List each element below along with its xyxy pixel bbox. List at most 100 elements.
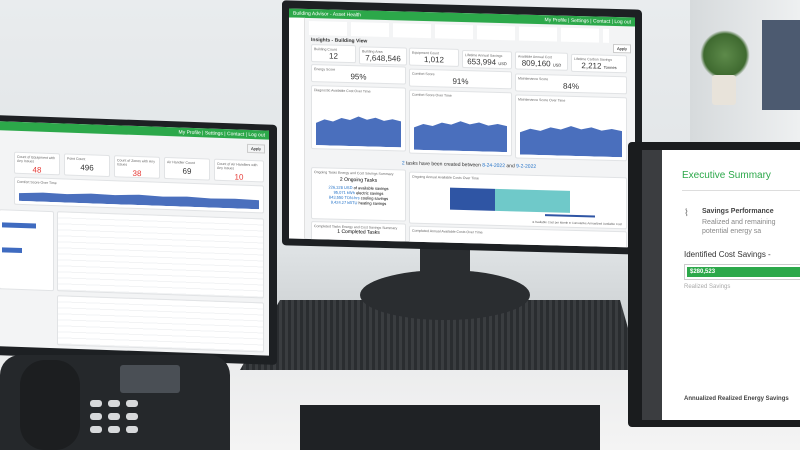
phone-handset bbox=[20, 360, 80, 450]
phone-key bbox=[126, 400, 138, 407]
link-logout[interactable]: Log out bbox=[248, 131, 265, 139]
kpi-value: 38 bbox=[132, 168, 142, 179]
bar-available-cost-2 bbox=[545, 214, 595, 218]
app-title: Building Advisor - Asset Health bbox=[293, 10, 362, 18]
phone-key bbox=[126, 413, 138, 420]
section-title: Savings Performance bbox=[702, 208, 774, 215]
kpi-card: Count of Zones with Any Issues 38 bbox=[114, 155, 160, 179]
left-apply-button[interactable]: Apply bbox=[246, 143, 265, 154]
kpi-card: Equipment Count 1,012 bbox=[409, 47, 459, 68]
phone-key bbox=[90, 413, 102, 420]
center-monitor: Building Advisor - Asset Health My Profi… bbox=[282, 0, 642, 255]
savings-bar-fill: $280,523 bbox=[687, 267, 800, 277]
kpi-value: 48 bbox=[32, 165, 42, 175]
kpi-value: 1,012 bbox=[423, 55, 445, 65]
start-date[interactable]: 8-24-2022 bbox=[482, 162, 505, 170]
trend-icon: ⌇ bbox=[684, 208, 689, 219]
savings-bar: $280,523 bbox=[684, 264, 800, 280]
link-settings[interactable]: Settings bbox=[570, 17, 589, 24]
bar-title: Identified Cost Savings - bbox=[684, 250, 771, 259]
bar-cumulative-cost bbox=[495, 188, 570, 213]
kpi-value: 69 bbox=[182, 166, 192, 176]
kpi-label: Count of Equipment with Any Issues bbox=[17, 154, 56, 164]
score-value: 95% bbox=[350, 72, 367, 82]
line-chart: Diagnostic Available Cost Over Time bbox=[311, 85, 406, 152]
plant-pot bbox=[712, 75, 736, 105]
kpi-value: 809,160 USD bbox=[521, 58, 562, 69]
center-screen: Building Advisor - Asset Health My Profi… bbox=[289, 8, 635, 248]
score-card: Comfort Score 91% bbox=[409, 68, 512, 90]
chart-legend: ● Available Cost per Month ● Cumulative … bbox=[532, 219, 622, 227]
chart-title: Diagnostic Available Cost Over Time bbox=[314, 88, 371, 94]
left-monitor: My Profile | Settings | Contact | Log ou… bbox=[0, 115, 277, 365]
completed-chart: Completed Annual Available Costs Over Ti… bbox=[409, 225, 627, 248]
ongoing-summary: Ongoing Tasks Energy and Cost Savings Su… bbox=[311, 167, 406, 222]
plant bbox=[700, 30, 750, 80]
chart-title: Comfort Score Over Time bbox=[412, 92, 452, 98]
kpi-value: 496 bbox=[80, 163, 94, 173]
kpi-value: 12 bbox=[329, 51, 338, 61]
ongoing-count: 2 Ongoing Tasks bbox=[339, 176, 378, 184]
kpi-label: Count of Air Handlers with Any Issues bbox=[217, 161, 258, 171]
keyboard bbox=[300, 405, 600, 450]
executive-summary-title: Executive Summary bbox=[682, 170, 771, 181]
phone-display bbox=[120, 365, 180, 393]
phone-key bbox=[90, 400, 102, 407]
kpi-label: Point Count bbox=[67, 156, 86, 162]
link-contact[interactable]: Contact bbox=[227, 130, 245, 138]
line-chart: Comfort Score Over Time bbox=[409, 89, 512, 157]
issues-table bbox=[57, 211, 264, 299]
kpi-label: Count of Zones with Any Issues bbox=[117, 158, 155, 167]
apply-button[interactable]: Apply bbox=[612, 43, 631, 54]
score-value: 91% bbox=[452, 76, 469, 87]
kpi-card: Lifetime Carbon Savings 2,212 Tonnes bbox=[571, 53, 627, 74]
phone-key bbox=[108, 426, 120, 433]
line-chart: Maintenance Score Over Time bbox=[515, 94, 627, 162]
kpi-card: Count of Air Handlers with Any Issues 10 bbox=[214, 158, 264, 183]
chart-title: Completed Annual Available Costs Over Ti… bbox=[412, 228, 483, 235]
link-profile[interactable]: My Profile bbox=[544, 16, 567, 24]
left-top-links[interactable]: My Profile | Settings | Contact | Log ou… bbox=[178, 128, 265, 139]
kpi-value: 2,212 Tonnes bbox=[581, 61, 617, 71]
center-top-links[interactable]: My Profile | Settings | Contact | Log ou… bbox=[544, 16, 631, 25]
ongoing-chart: Ongoing Annual Available Costs Over Time… bbox=[409, 171, 627, 230]
footer-title: Annualized Realized Energy Savings bbox=[684, 396, 789, 402]
zones-table bbox=[57, 295, 264, 353]
phone-key bbox=[108, 400, 120, 407]
left-bar-panel bbox=[0, 209, 54, 292]
kpi-card: Building Count 12 bbox=[311, 44, 356, 64]
score-value: 84% bbox=[562, 81, 579, 92]
phone-key bbox=[90, 426, 102, 433]
link-settings[interactable]: Settings bbox=[204, 129, 223, 137]
left-screen: My Profile | Settings | Contact | Log ou… bbox=[0, 121, 269, 356]
chart-title: Maintenance Score Over Time bbox=[518, 97, 566, 103]
kpi-value: 653,994 USD bbox=[467, 56, 507, 67]
side-nav[interactable] bbox=[289, 17, 305, 239]
kpi-card: Point Count 496 bbox=[64, 153, 110, 178]
phone-key bbox=[108, 413, 120, 420]
score-card: Maintenance Score 84% bbox=[515, 73, 627, 95]
link-contact[interactable]: Contact bbox=[593, 17, 611, 25]
kpi-card: Available Annual Cost 809,160 USD bbox=[515, 51, 568, 72]
completed-summary: Completed Tasks Energy and Cost Savings … bbox=[311, 221, 406, 244]
kpi-card: Air Handler Count 69 bbox=[164, 156, 210, 181]
bar-caption: Realized Savings bbox=[684, 284, 731, 290]
left-topbar: My Profile | Settings | Contact | Log ou… bbox=[0, 121, 269, 140]
phone-key bbox=[126, 426, 138, 433]
kpi-value: 10 bbox=[234, 172, 244, 182]
section-desc: Realized and remaining potential energy … bbox=[702, 219, 776, 235]
end-date[interactable]: 9-2-2022 bbox=[516, 163, 537, 170]
chart-title: Comfort Score Over Time bbox=[17, 179, 57, 186]
kpi-label: Air Handler Count bbox=[167, 160, 195, 166]
link-profile[interactable]: My Profile bbox=[178, 128, 201, 136]
comfort-chart: Comfort Score Over Time bbox=[14, 176, 264, 214]
savings-line: 9,424.27 kBTU heating savings bbox=[330, 199, 387, 207]
divider bbox=[682, 190, 800, 191]
right-monitor: Executive Summary ⌇ Savings Performance … bbox=[628, 142, 800, 427]
score-card: Energy Score 95% bbox=[311, 64, 406, 85]
link-logout[interactable]: Log out bbox=[614, 18, 631, 25]
chart-title: Ongoing Annual Available Costs Over Time bbox=[412, 174, 479, 181]
right-screen: Executive Summary ⌇ Savings Performance … bbox=[642, 150, 800, 420]
binder bbox=[762, 20, 800, 110]
